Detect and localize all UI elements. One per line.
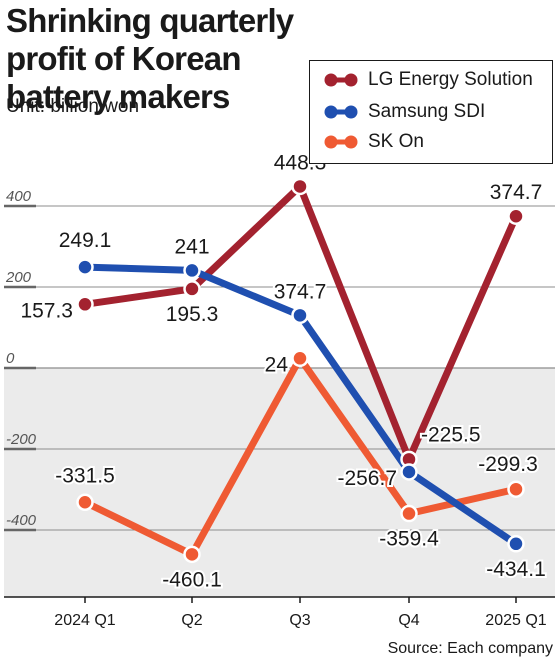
legend-item-lg: LG Energy Solution (324, 67, 533, 93)
y-tick-label: -400 (6, 512, 37, 529)
legend-swatch-sk (324, 135, 358, 149)
point-samsung (76, 258, 94, 276)
data-label-samsung: 374.7 (274, 280, 327, 303)
point-samsung (183, 261, 201, 280)
y-tick-label: 200 (5, 269, 32, 286)
point-samsung (291, 306, 309, 325)
legend-label-samsung: Samsung SDI (368, 101, 486, 122)
x-tick-label: Q2 (181, 612, 202, 629)
data-label-sk: -331.5 (55, 464, 115, 487)
point-lg (507, 207, 525, 225)
legend-label-sk: SK On (368, 131, 424, 152)
y-tick-label: -200 (6, 431, 37, 448)
point-sk (76, 493, 94, 512)
x-axis: 2024 Q1 Q2 Q3 Q4 2025 Q1 (4, 596, 555, 629)
legend-swatch-samsung (324, 105, 358, 119)
source-note: Source: Each company (387, 640, 553, 657)
y-tick-label: 400 (6, 188, 32, 205)
legend-swatch-dot (344, 135, 358, 149)
point-sk (507, 480, 525, 498)
negative-area (4, 368, 555, 597)
data-label-samsung: 249.1 (59, 229, 112, 252)
x-tick-label: Q3 (289, 612, 310, 629)
point-sk (400, 504, 418, 523)
series-lines (76, 177, 525, 564)
point-lg (76, 295, 94, 314)
point-sk (291, 349, 309, 368)
legend-swatch-dot (344, 105, 358, 119)
point-samsung (507, 535, 525, 553)
legend: LG Energy Solution Samsung SDI SK On (309, 60, 553, 164)
legend-swatch-dot (324, 73, 338, 87)
legend-swatch-lg (324, 73, 358, 87)
data-label-lg: 374.7 (490, 181, 543, 204)
legend-swatch-dot (344, 73, 358, 87)
grid-lines (4, 204, 555, 532)
data-label-samsung: -256.7 (337, 467, 397, 490)
legend-label-lg: LG Energy Solution (368, 69, 533, 90)
point-samsung (400, 463, 418, 481)
data-label-samsung: -434.1 (486, 558, 546, 581)
legend-swatch-dot (324, 105, 338, 119)
legend-item-sk: SK On (324, 129, 424, 155)
data-label-lg: -225.5 (421, 423, 481, 446)
point-lg (183, 280, 201, 298)
data-label-lg: 195.3 (166, 303, 219, 326)
y-tick-labels: 400 200 0 -200 -400 (5, 188, 37, 529)
legend-swatch-dot (324, 135, 338, 149)
data-label-samsung: 241 (174, 235, 209, 258)
unit-label: Unit: billion won (6, 96, 140, 117)
data-label-sk: -460.1 (162, 568, 222, 591)
legend-item-samsung: Samsung SDI (324, 99, 485, 125)
point-sk (183, 545, 201, 564)
data-label-sk: 24 (265, 353, 289, 376)
chart-title: Shrinking quarterly profit of Korean bat… (6, 2, 294, 115)
plot-background (4, 368, 555, 597)
point-lg (291, 177, 309, 196)
x-tick-label: 2024 Q1 (54, 612, 115, 629)
y-tick-label: 0 (6, 350, 15, 367)
x-tick-label: 2025 Q1 (485, 612, 546, 629)
data-label-sk: -359.4 (379, 528, 439, 551)
data-label-sk: -299.3 (478, 453, 538, 476)
data-label-lg: 157.3 (20, 299, 73, 322)
x-tick-label: Q4 (398, 612, 419, 629)
